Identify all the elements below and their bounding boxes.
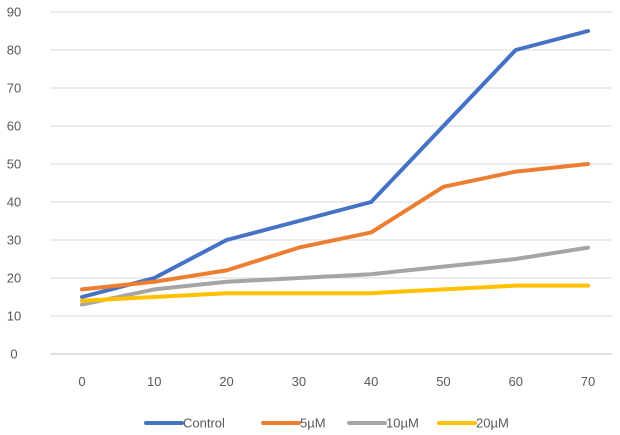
x-tick-label: 50: [436, 374, 450, 389]
x-axis-tick-labels: 0 10 20 30 40 50 60 70: [78, 374, 595, 389]
legend: Control 5µM 10µM 20µM: [144, 416, 509, 431]
y-tick-label: 30: [7, 233, 21, 248]
gridlines: [50, 11, 612, 355]
x-tick-label: 10: [147, 374, 161, 389]
y-tick-label: 90: [7, 5, 21, 20]
legend-label: 10µM: [386, 416, 419, 431]
x-tick-label: 30: [292, 374, 306, 389]
y-tick-label: 50: [7, 157, 21, 172]
legend-label: 20µM: [476, 416, 509, 431]
y-tick-label: 70: [7, 81, 21, 96]
series-lines: [80, 29, 590, 307]
x-tick-label: 40: [364, 374, 378, 389]
x-tick-label: 0: [78, 374, 85, 389]
legend-label: Control: [183, 416, 225, 431]
y-axis-tick-labels: 0 10 20 30 40 50 60 70 80 90: [7, 5, 21, 362]
y-tick-label: 0: [10, 347, 17, 362]
y-tick-label: 40: [7, 195, 21, 210]
x-tick-label: 20: [219, 374, 233, 389]
x-tick-label: 70: [581, 374, 595, 389]
series-line-0: [80, 29, 590, 299]
x-tick-label: 60: [508, 374, 522, 389]
y-tick-label: 10: [7, 309, 21, 324]
y-tick-label: 60: [7, 119, 21, 134]
series-line-3: [80, 283, 590, 303]
y-tick-label: 20: [7, 271, 21, 286]
y-tick-label: 80: [7, 43, 21, 58]
series-line-1: [80, 162, 590, 292]
series-line-2: [80, 245, 590, 307]
legend-label: 5µM: [300, 416, 326, 431]
